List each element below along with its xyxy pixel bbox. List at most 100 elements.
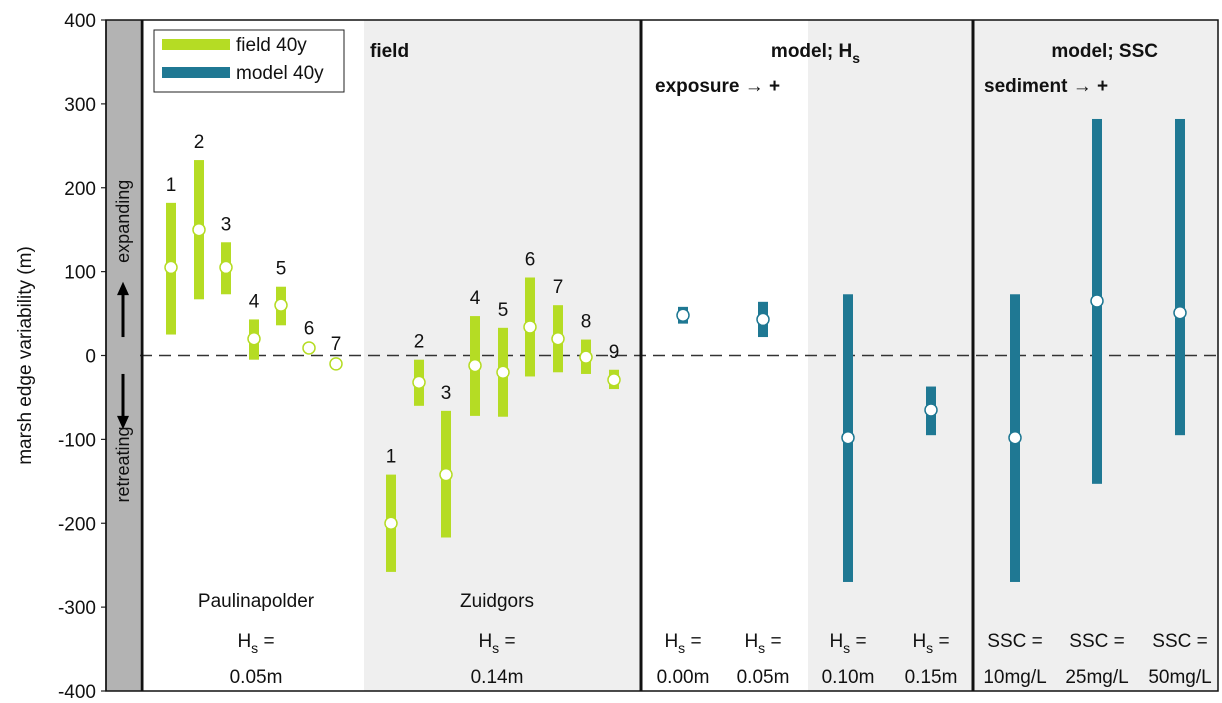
field-point-number: 4 [470,288,481,309]
field-point-3 [219,242,233,295]
y-axis: -400 -300 -200 -100 0 100 200 300 400 marsh edge … [15,11,107,703]
field-point-number: 2 [194,132,205,153]
center-point [607,373,621,387]
center-point [384,516,398,530]
model-hs-category-value: 0.10m [822,667,875,688]
center-point [164,260,178,275]
model-ssc-heading: model; SSC [1051,41,1158,62]
center-point [551,331,565,346]
panel-frames [105,19,1219,692]
field-point-number: 4 [249,291,260,312]
field-point-5 [274,286,288,326]
y-tick-label: -200 [58,514,96,535]
errorbar [1175,118,1185,436]
field-point-10 [439,410,453,538]
data-marks [164,118,1187,582]
field-point-number: 5 [498,300,509,321]
field-point-13 [523,277,537,377]
y-tick-label: 400 [64,11,96,32]
center-point [329,357,343,371]
model-hs-category-label: Hs = [744,631,781,656]
field-point-number: 9 [609,342,620,363]
center-point [1008,430,1022,445]
legend: field 40y model 40y [153,29,345,93]
group-name: Zuidgors [460,591,534,612]
plot-frame [105,19,1219,692]
group-hs-value: 0.14m [471,667,524,688]
center-point [841,430,855,445]
field-point-14 [551,305,565,373]
y-tick-label: -400 [58,682,96,703]
y-tick-label: 0 [85,347,96,368]
field-point-7 [329,357,343,371]
center-point [247,331,261,346]
model-hs-category-value: 0.00m [657,667,710,688]
model-hs-point-1 [676,306,690,324]
model-hs-category-label: Hs = [664,631,701,656]
field-point-number: 1 [386,447,397,468]
center-point [274,298,288,312]
center-point [192,222,206,237]
center-point [412,375,426,390]
field-point-8 [384,474,398,572]
y-tick-label: 300 [64,95,96,116]
retreating-arrow-icon [117,415,129,430]
model-ssc-point-3 [1173,118,1187,436]
model-ssc-category-value: 50mg/L [1148,667,1211,688]
y-tick-label: 200 [64,179,96,200]
y-tick-label: -100 [58,430,96,451]
center-point [523,320,537,334]
group-name: Paulinapolder [198,591,315,612]
model-hs-category-value: 0.15m [905,667,958,688]
model-ssc-point-1 [1008,294,1022,582]
center-point [1173,305,1187,320]
model-ssc-category-label: SSC = [1069,631,1124,652]
expanding-label: expanding [113,180,133,263]
retreating-label: retreating [113,427,133,503]
field-point-2 [192,160,206,300]
legend-swatch [162,39,230,50]
model-ssc-point-2 [1090,118,1104,484]
field-point-number: 3 [221,214,232,235]
center-point [468,358,482,373]
field-point-number: 2 [414,332,425,353]
field-point-number: 6 [304,318,315,339]
field-point-number: 7 [331,334,342,355]
model-hs-bg-low [641,20,808,691]
center-point [676,308,690,322]
model-ssc-category-value: 25mg/L [1065,667,1128,688]
side-strip: expanding retreating [106,20,140,691]
model-ssc-subheading: sediment → + [984,76,1108,97]
group-hs-label: Hs = [237,631,274,656]
center-point [302,341,316,355]
legend-entry: field 40y [236,35,307,56]
field-point-11 [468,316,482,416]
field-point-9 [412,359,426,406]
model-ssc-category-value: 10mg/L [983,667,1046,688]
field-point-number: 5 [276,259,287,280]
model-hs-subheading: exposure → + [655,76,780,97]
y-axis-title: marsh edge variability (m) [15,246,36,465]
field-point-number: 6 [525,249,536,270]
field-point-12 [496,327,510,417]
model-hs-point-4 [924,386,938,436]
field-point-4 [247,319,261,360]
y-tick-label: 100 [64,263,96,284]
center-point [496,365,510,380]
model-hs-category-label: Hs = [829,631,866,656]
center-point [756,312,770,327]
field-point-number: 3 [441,383,452,404]
center-point [439,467,453,482]
model-hs-point-2 [756,301,770,338]
field-panel-heading: field [370,41,409,62]
model-hs-category-label: Hs = [912,631,949,656]
field-point-16 [607,369,621,390]
model-hs-heading: model; Hs [771,41,860,66]
y-tick-label: -300 [58,598,96,619]
center-point [579,350,593,364]
group-hs-label: Hs = [478,631,515,656]
field-point-1 [164,202,178,335]
group-hs-value: 0.05m [230,667,283,688]
